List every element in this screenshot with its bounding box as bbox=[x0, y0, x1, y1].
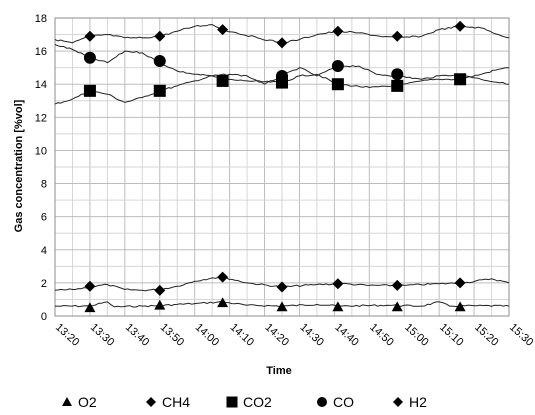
marker-h2 bbox=[391, 30, 403, 42]
x-axis-title: Time bbox=[266, 365, 291, 377]
y-tick-label: 8 bbox=[41, 179, 47, 191]
grid bbox=[54, 17, 510, 317]
marker-co2 bbox=[216, 74, 229, 87]
y-tick-label: 10 bbox=[35, 145, 47, 157]
legend-marker-h2 bbox=[393, 397, 403, 407]
marker-h2 bbox=[276, 37, 288, 49]
marker-o2 bbox=[391, 301, 403, 312]
y-tick-labels: 0 2 4 6 8 10 12 14 16 18 bbox=[35, 13, 47, 323]
marker-co2 bbox=[454, 73, 467, 86]
y-tick-label: 2 bbox=[41, 278, 47, 290]
marker-h2 bbox=[84, 30, 96, 42]
marker-h2 bbox=[154, 30, 166, 42]
marker-h2 bbox=[217, 24, 229, 36]
legend-label-h2: H2 bbox=[409, 394, 427, 410]
marker-co2 bbox=[153, 84, 166, 97]
y-tick-label: 14 bbox=[35, 79, 47, 91]
y-tick-label: 0 bbox=[41, 311, 47, 323]
legend-marker-co bbox=[317, 397, 327, 407]
marker-h2 bbox=[332, 25, 344, 37]
marker-ch4 bbox=[391, 279, 403, 291]
marker-h2 bbox=[454, 20, 466, 32]
legend: O2 CH4 CO2 CO H2 bbox=[62, 394, 427, 410]
y-tick-label: 4 bbox=[41, 245, 47, 257]
legend-marker-o2 bbox=[62, 397, 72, 406]
marker-ch4 bbox=[84, 280, 96, 292]
y-tick-label: 16 bbox=[35, 46, 47, 58]
legend-marker-ch4 bbox=[146, 397, 156, 407]
y-tick-label: 18 bbox=[35, 13, 47, 25]
marker-o2 bbox=[217, 297, 229, 308]
marker-ch4 bbox=[276, 281, 288, 293]
legend-marker-co2 bbox=[226, 396, 238, 408]
legend-label-ch4: CH4 bbox=[162, 394, 190, 410]
marker-co2 bbox=[391, 79, 404, 92]
y-tick-label: 12 bbox=[35, 112, 47, 124]
marker-ch4 bbox=[454, 277, 466, 289]
plot-area-border bbox=[54, 17, 510, 317]
marker-o2 bbox=[332, 301, 344, 312]
series-markers bbox=[83, 20, 467, 313]
y-axis-title: Gas concentration [%vol] bbox=[13, 99, 25, 232]
marker-co bbox=[276, 69, 288, 82]
marker-co2 bbox=[331, 78, 344, 91]
legend-label-o2: O2 bbox=[78, 394, 97, 410]
legend-label-co2: CO2 bbox=[243, 394, 272, 410]
marker-o2 bbox=[154, 299, 166, 310]
marker-o2 bbox=[454, 301, 466, 312]
marker-ch4 bbox=[217, 271, 229, 283]
marker-co2 bbox=[83, 84, 96, 97]
marker-ch4 bbox=[154, 284, 166, 296]
marker-ch4 bbox=[332, 278, 344, 290]
y-tick-label: 6 bbox=[41, 212, 47, 224]
marker-co bbox=[331, 60, 344, 73]
marker-o2 bbox=[84, 302, 96, 313]
marker-co bbox=[391, 68, 404, 81]
marker-co bbox=[153, 55, 166, 68]
marker-co bbox=[83, 51, 96, 64]
legend-label-co: CO bbox=[333, 394, 354, 410]
marker-o2 bbox=[276, 301, 288, 312]
